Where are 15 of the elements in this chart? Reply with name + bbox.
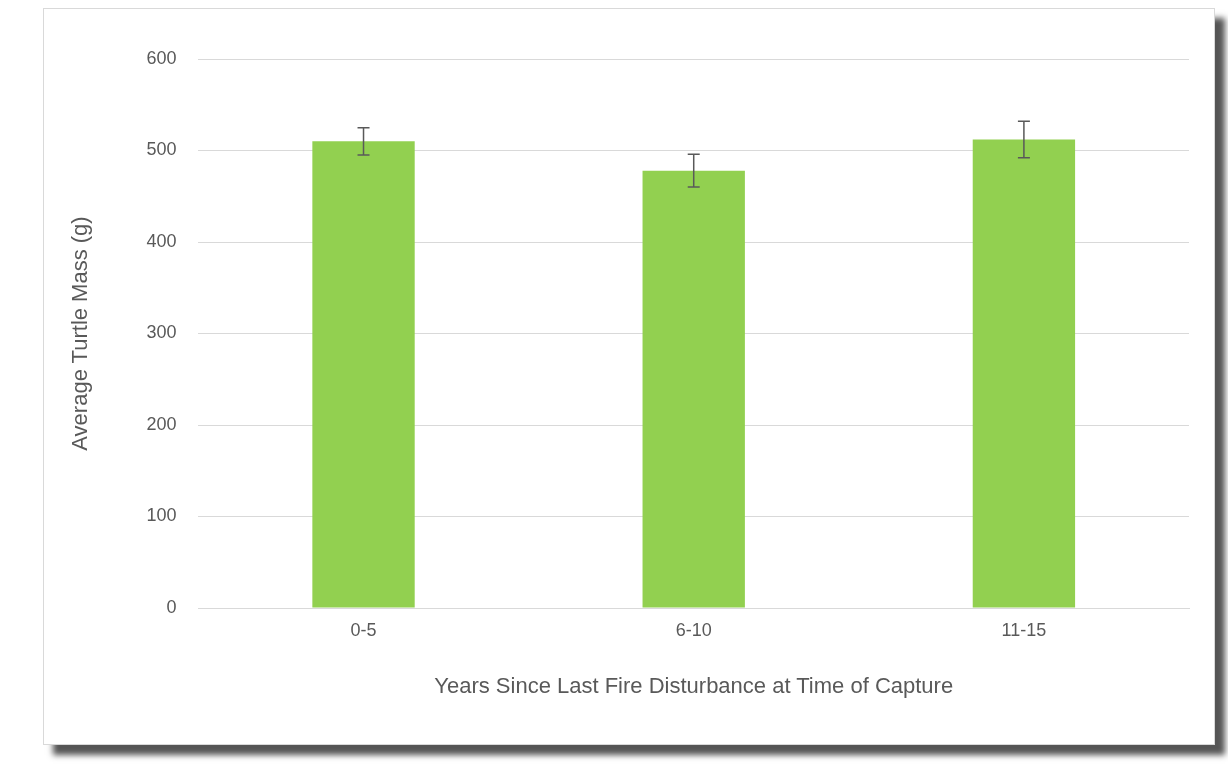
y-tick-label: 600	[146, 47, 177, 68]
y-axis-title: Average Turtle Mass (g)	[67, 216, 93, 451]
y-tick-label: 500	[146, 139, 177, 160]
bar	[972, 139, 1076, 608]
y-tick-label: 200	[146, 413, 177, 434]
bar	[312, 141, 415, 608]
x-tick-label: 6-10	[675, 619, 712, 640]
y-tick-label: 100	[146, 505, 177, 526]
y-tick-label: 400	[146, 230, 177, 251]
x-tick-label: 0-5	[350, 619, 377, 640]
y-tick-label: 0	[166, 596, 177, 617]
bar	[642, 170, 745, 608]
x-axis-title: Years Since Last Fire Disturbance at Time of Capture	[434, 672, 954, 698]
x-tick-label: 11-15	[1001, 619, 1047, 640]
y-tick-label: 300	[146, 322, 177, 343]
